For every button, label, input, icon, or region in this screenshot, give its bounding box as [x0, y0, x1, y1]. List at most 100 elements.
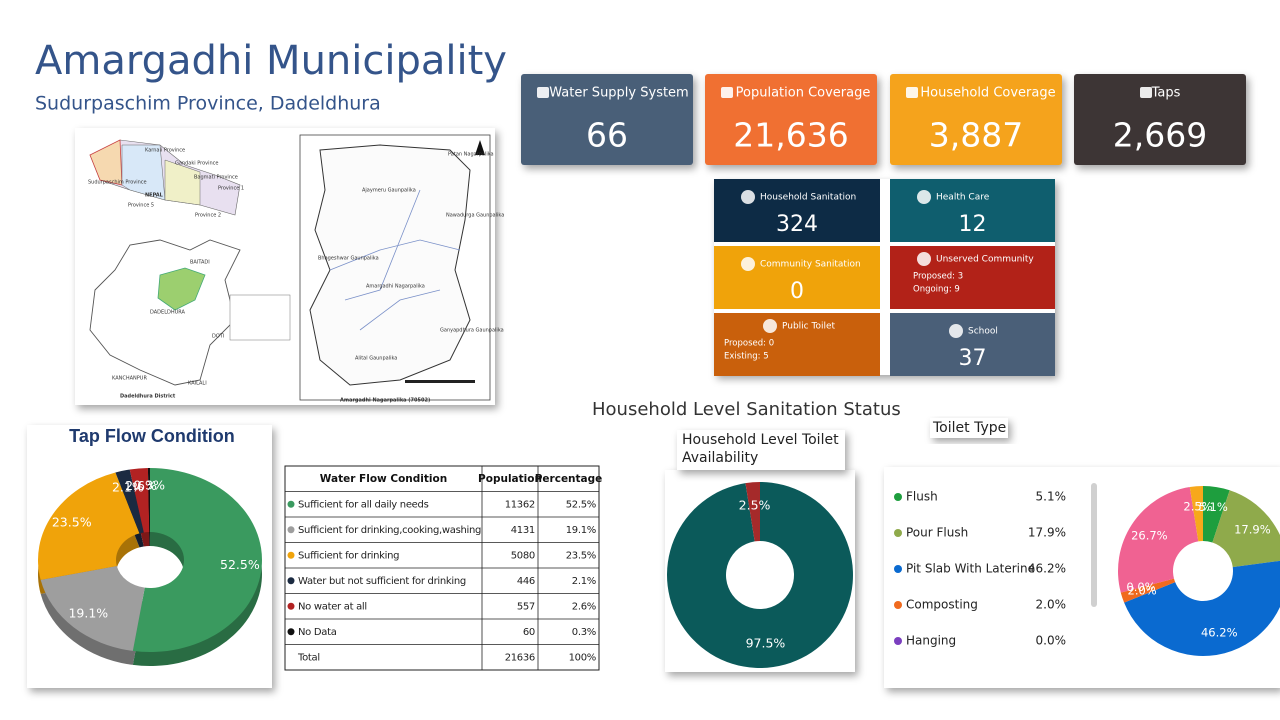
page-subtitle: Sudurpaschim Province, Dadeldhura: [35, 93, 381, 115]
kpi-card: [521, 74, 693, 165]
map-label: Amargadhi Nagarpalika: [366, 284, 425, 290]
title-box: [677, 430, 845, 470]
slice: [1189, 486, 1203, 542]
kpi-card: [705, 74, 877, 165]
card-icon: [763, 319, 777, 333]
legend-label: Pit Slab With Laterine: [906, 562, 1035, 576]
chart-title: Toilet Type: [932, 420, 1006, 436]
kpi-value: 3,887: [929, 116, 1023, 155]
card-icon: [741, 257, 755, 271]
table-cell: 11362: [505, 499, 535, 510]
kpi-icon: [537, 87, 549, 98]
legend-dot: [894, 493, 902, 501]
data-label: 0.3%: [133, 477, 165, 492]
map-label: KAILALI: [188, 381, 207, 387]
chart-title: Tap Flow Condition: [69, 426, 235, 446]
title-box: [930, 418, 1008, 438]
data-label: 52.5%: [220, 557, 260, 572]
table-header: Population: [478, 473, 542, 485]
data-label: 2.6%: [125, 478, 157, 493]
card-value: 12: [959, 212, 987, 237]
slice: [147, 468, 150, 533]
map-label: Province 1: [218, 186, 244, 192]
table-cell: No water at all: [298, 601, 367, 612]
slice: [40, 566, 145, 651]
kpi-icon: [1140, 87, 1152, 98]
legend-dot: [894, 565, 902, 573]
kpi-label: Water Supply System: [549, 86, 688, 101]
stat-card: [714, 313, 880, 376]
slice: [129, 468, 150, 533]
data-label: 46.2%: [1201, 626, 1238, 640]
table-dot: [287, 551, 295, 559]
legend-value: 17.9%: [1028, 526, 1066, 540]
kpi-label: Household Coverage: [920, 86, 1055, 101]
kpi-icon: [906, 87, 918, 98]
table-cell: 2.1%: [572, 576, 596, 587]
card-value: 0: [790, 279, 804, 304]
data-label: 23.5%: [52, 515, 92, 530]
title-holder: Household Level Toilet Availability: [682, 432, 839, 466]
slice: [132, 468, 263, 652]
slice: [1212, 490, 1280, 568]
page-title: Amargadhi Municipality: [35, 38, 507, 84]
legend-label: Hanging: [906, 634, 956, 648]
table-cell: 23.5%: [566, 550, 596, 561]
card-icon: [741, 190, 755, 204]
card-line: Proposed: 3: [913, 272, 963, 282]
table-dot: [287, 577, 295, 585]
map-label: Dadeldhura District: [120, 394, 176, 400]
stat-card: [890, 179, 1055, 242]
card-label: Public Toilet: [782, 322, 836, 332]
table-cell: 21636: [505, 652, 535, 663]
data-label: 97.5%: [746, 636, 786, 651]
card-label: Unserved Community: [936, 255, 1034, 265]
map-label: DADELDHURA: [150, 310, 186, 316]
kpi-label: Taps: [1151, 86, 1181, 101]
table-cell: 100%: [569, 652, 596, 663]
card-line: Ongoing: 9: [913, 285, 960, 295]
slice: [38, 472, 140, 580]
map-label: Patan Nagarpalika: [448, 152, 494, 158]
card-icon: [917, 190, 931, 204]
data-label: 2.0%: [1128, 584, 1157, 598]
map-label: Amargadhi Nagarpalika (70502): [340, 398, 430, 404]
table-cell: 446: [517, 576, 535, 587]
card-icon: [917, 252, 931, 266]
slice: [745, 482, 760, 542]
table-dot: [287, 602, 295, 610]
data-label: 2.1%: [112, 480, 144, 495]
card-value: 324: [776, 212, 818, 237]
slice: [1124, 560, 1280, 656]
kpi-value: 21,636: [733, 116, 848, 155]
data-label: 2.5%: [739, 497, 771, 512]
data-label: 26.7%: [1131, 528, 1168, 542]
table-cell: 557: [517, 601, 535, 612]
kpi-label: Population Coverage: [736, 86, 871, 101]
table-header: Water Flow Condition: [320, 473, 447, 485]
map-label: Sudurpaschim Province: [88, 180, 147, 186]
map-label: DOTI: [212, 334, 224, 340]
table-cell: 0.3%: [572, 627, 596, 638]
stat-card: [714, 246, 880, 309]
legend-label: Flush: [906, 490, 938, 504]
legend-value: 2.0%: [1036, 598, 1067, 612]
slice: [115, 469, 144, 534]
table-header: Percentage: [535, 473, 603, 485]
card-label: School: [968, 327, 998, 337]
map-panel: NEPAL Karnali Province Gandaki Province …: [75, 128, 504, 405]
slice: [1203, 486, 1230, 543]
legend-label: Pour Flush: [906, 526, 968, 540]
map-label: Karnali Province: [145, 148, 185, 154]
legend-value: 46.2%: [1028, 562, 1066, 576]
table-cell: Sufficient for all daily needs: [298, 499, 429, 510]
map-label: Province 2: [195, 213, 221, 219]
table-cell: 60: [523, 627, 535, 638]
stat-card: [714, 179, 880, 242]
slice: [1120, 578, 1176, 603]
legend-value: 0.0%: [1036, 634, 1067, 648]
scrollbar[interactable]: [1091, 483, 1097, 607]
table-cell: No Data: [298, 627, 337, 638]
legend-dot: [894, 637, 902, 645]
